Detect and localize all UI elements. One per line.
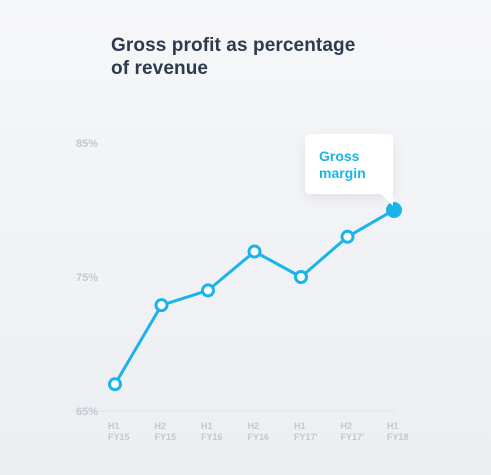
chart-title-line-2: of revenue bbox=[111, 58, 209, 79]
data-point bbox=[201, 283, 215, 298]
series-callout-label: Gross margin bbox=[319, 148, 366, 181]
y-tick-label: 85% bbox=[76, 138, 98, 150]
data-point bbox=[154, 298, 169, 313]
x-tick-label: H1 FY16 bbox=[201, 421, 223, 442]
chart-title: Gross profit as percentage of revenue bbox=[111, 34, 431, 80]
chart-title-line-1: Gross profit as percentage bbox=[111, 35, 356, 56]
x-tick-label: H1 FY18 bbox=[387, 421, 409, 442]
x-tick-label: H1 FY17' bbox=[294, 421, 318, 442]
data-point bbox=[294, 270, 308, 284]
series-callout: Gross margin bbox=[305, 134, 393, 206]
y-tick-label: 65% bbox=[76, 406, 98, 418]
data-point bbox=[340, 229, 355, 244]
data-point bbox=[247, 244, 262, 259]
data-point bbox=[386, 202, 402, 218]
data-point bbox=[108, 377, 122, 392]
x-tick-label: H1 FY15 bbox=[108, 421, 130, 442]
y-tick-label: 75% bbox=[76, 272, 98, 284]
x-tick-label: H2 FY17' bbox=[341, 421, 365, 442]
x-tick-label: H2 FY15 bbox=[155, 421, 177, 442]
x-tick-label: H2 FY16 bbox=[248, 421, 270, 442]
